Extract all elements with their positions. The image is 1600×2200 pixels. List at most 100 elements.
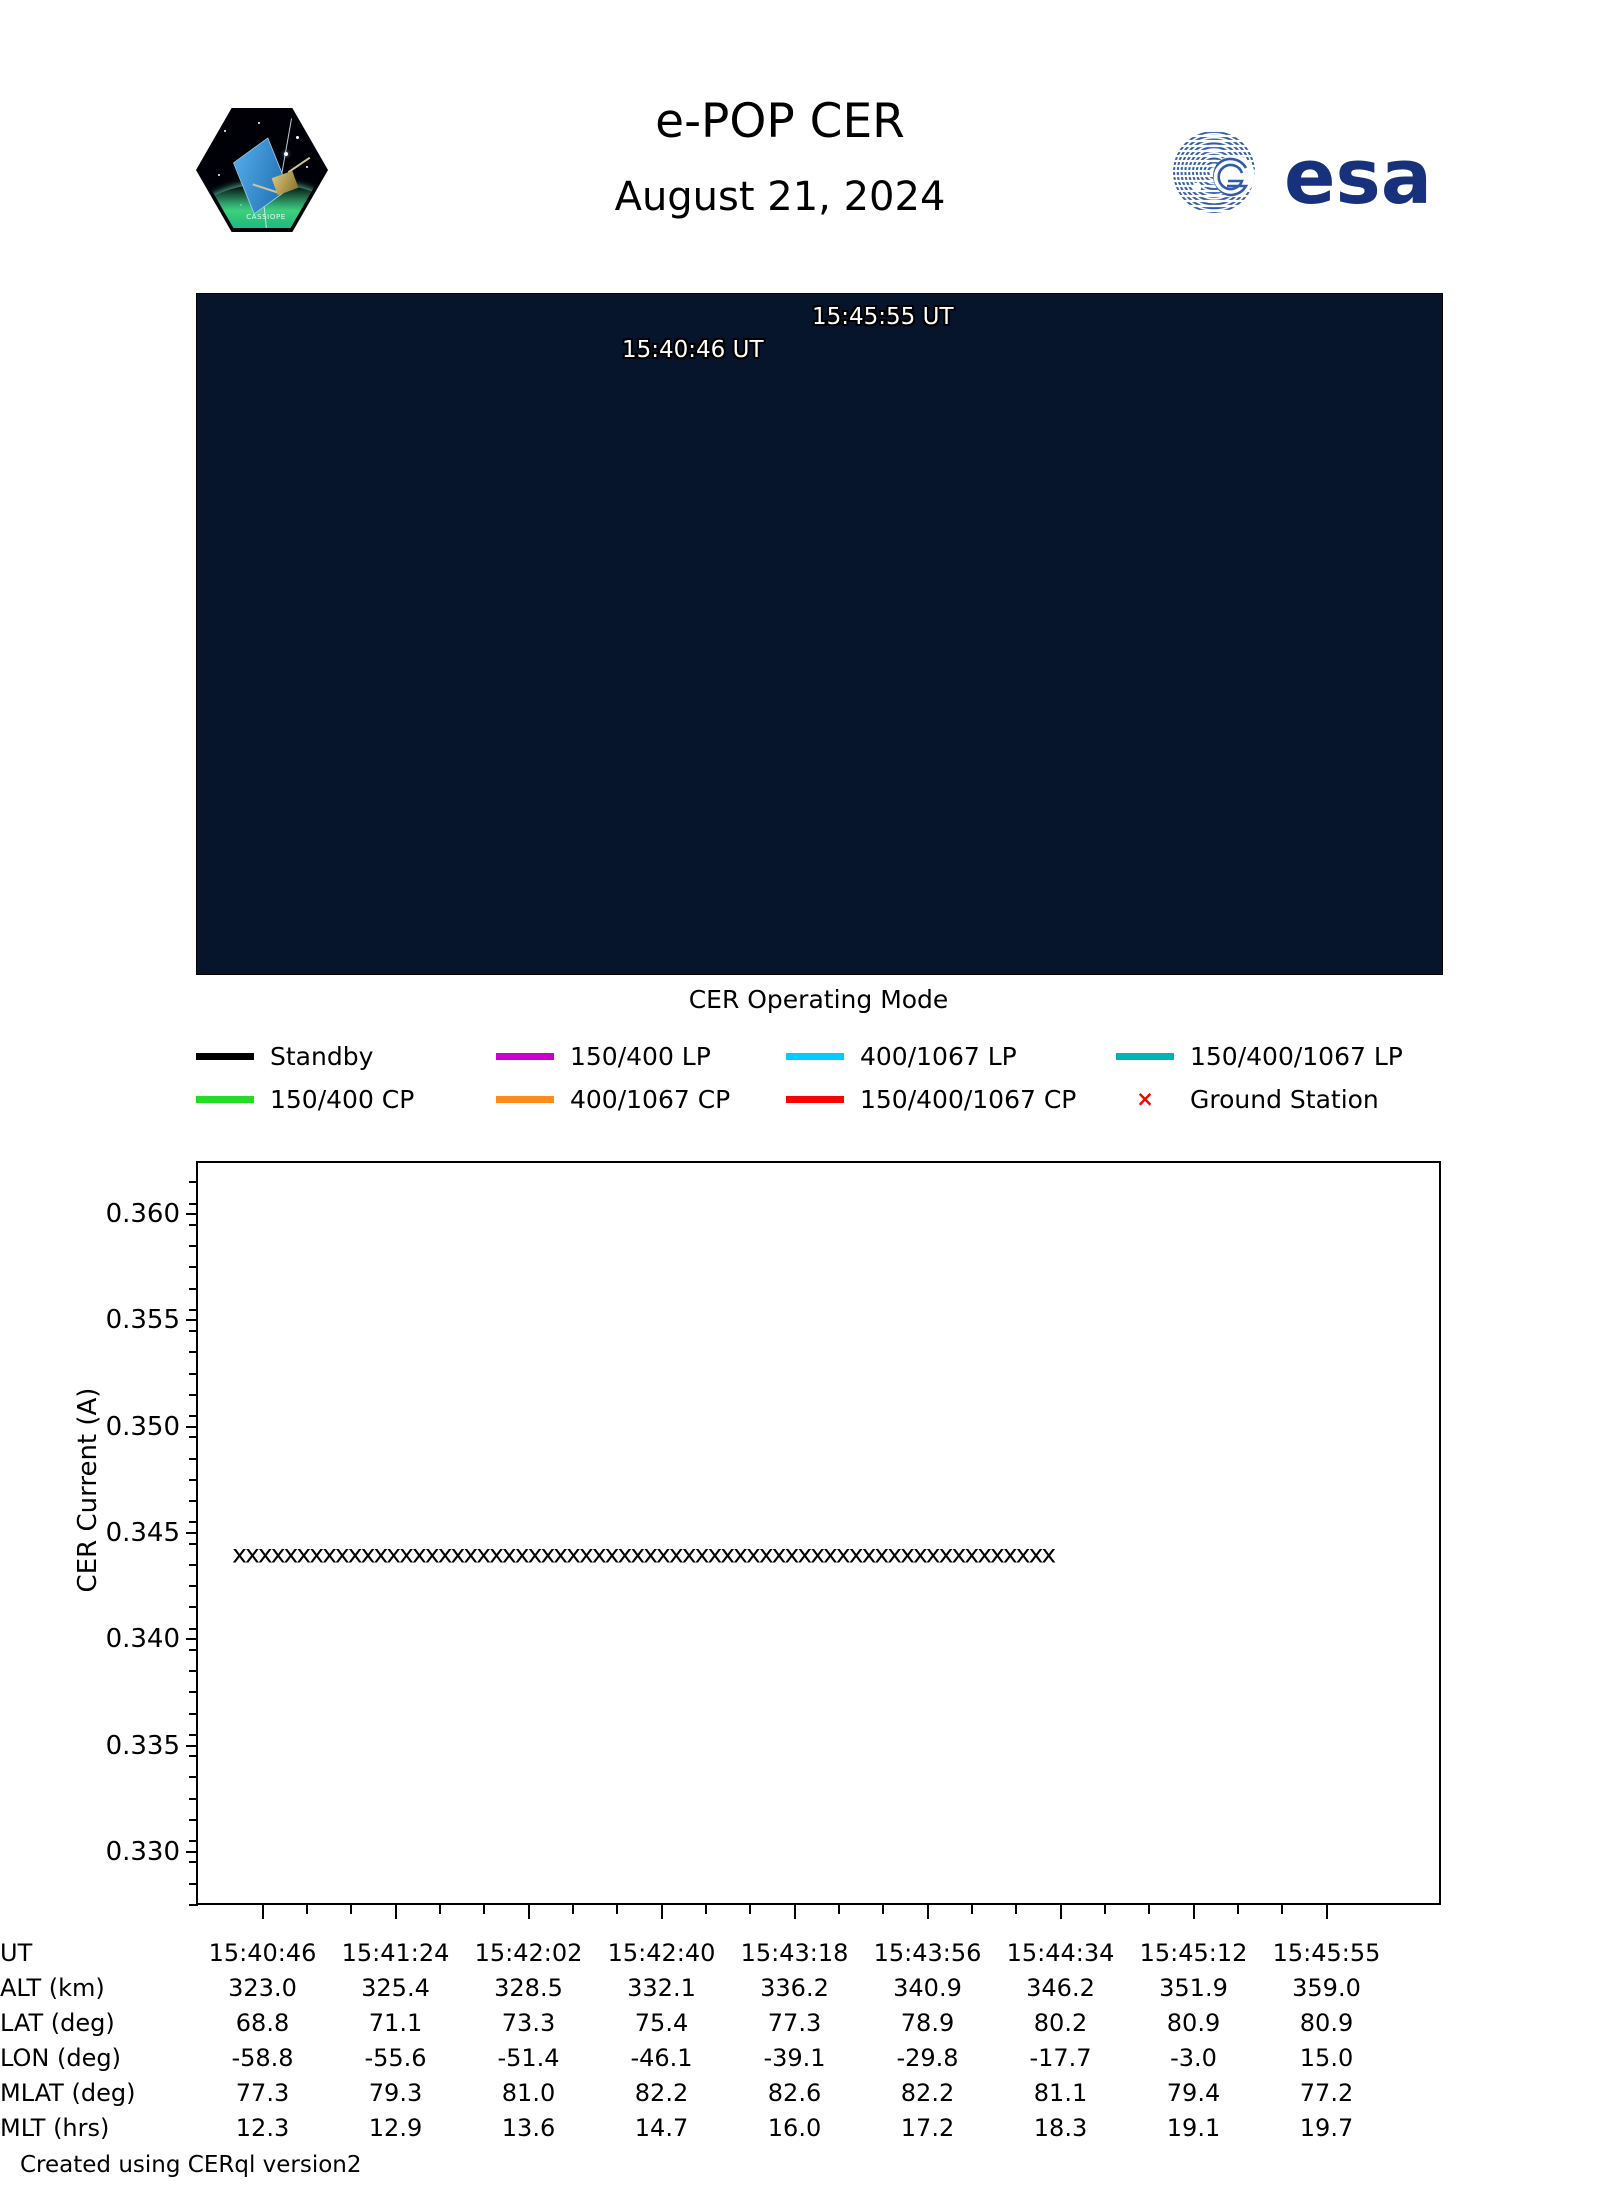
logo-hex-frame: CASSIOPE bbox=[196, 108, 328, 232]
ephemeris-cell: 359.0 bbox=[1292, 1973, 1361, 2002]
chart-y-minor-tick bbox=[189, 1521, 198, 1524]
ephemeris-cell: 80.9 bbox=[1299, 2008, 1354, 2037]
ephemeris-cell: 323.0 bbox=[228, 1973, 297, 2002]
chart-y-minor-tick bbox=[189, 1223, 198, 1226]
chart-x-minor-tick bbox=[1236, 1905, 1239, 1914]
legend-color-swatch bbox=[1116, 1053, 1174, 1060]
ephemeris-cell: 15:42:02 bbox=[474, 1938, 583, 1967]
ephemeris-cell: 12.9 bbox=[368, 2113, 423, 2142]
chart-plot-area[interactable] bbox=[196, 1161, 1441, 1905]
ephemeris-cell: 79.4 bbox=[1166, 2078, 1221, 2107]
legend-item[interactable]: × Ground Station bbox=[1116, 1078, 1441, 1121]
ephemeris-cell: -39.1 bbox=[763, 2043, 826, 2072]
chart-x-tick bbox=[261, 1905, 264, 1919]
chart-y-minor-tick bbox=[189, 1627, 198, 1630]
ephemeris-row: ALT (km) 323.0 325.4 328.5 332.1 336.2 340.9 34… bbox=[0, 1970, 1393, 2005]
ephemeris-cell: 14.7 bbox=[634, 2113, 689, 2142]
chart-y-minor-tick bbox=[189, 1500, 198, 1503]
ephemeris-cell: 336.2 bbox=[760, 1973, 829, 2002]
chart-y-minor-tick bbox=[189, 1436, 198, 1439]
logo-caption: CASSIOPE bbox=[246, 213, 286, 221]
legend-item[interactable]: 150/400/1067 CP bbox=[786, 1078, 1116, 1121]
legend-item[interactable]: 150/400 CP bbox=[196, 1078, 496, 1121]
chart-x-minor-tick bbox=[305, 1905, 308, 1914]
chart-y-minor-tick bbox=[189, 1882, 198, 1885]
chart-x-minor-tick bbox=[704, 1905, 707, 1914]
ephemeris-cell: -51.4 bbox=[497, 2043, 560, 2072]
legend: Standby 150/400 LP 400/1067 LP 150/400/1067… bbox=[196, 1035, 1441, 1121]
chart-y-tick bbox=[186, 1425, 198, 1428]
ephemeris-cell: 77.3 bbox=[767, 2008, 822, 2037]
chart-y-minor-tick bbox=[189, 1840, 198, 1843]
chart-x-minor-tick bbox=[749, 1905, 752, 1914]
chart-y-minor-tick bbox=[189, 1181, 198, 1184]
ephemeris-cell: 82.6 bbox=[767, 2078, 822, 2107]
chart-x-minor-tick bbox=[882, 1905, 885, 1914]
ephemeris-cell: 13.6 bbox=[501, 2113, 556, 2142]
ephemeris-cell: 73.3 bbox=[501, 2008, 556, 2037]
chart-x-minor-tick bbox=[1015, 1905, 1018, 1914]
chart-x-minor-tick bbox=[1281, 1905, 1284, 1914]
cassiope-mission-logo: CASSIOPE bbox=[196, 108, 328, 232]
ephemeris-cell: 82.2 bbox=[634, 2078, 689, 2107]
chart-y-tick bbox=[186, 1213, 198, 1216]
esa-globe-icon bbox=[1173, 131, 1255, 213]
chart-y-tick-label: 0.330 bbox=[105, 1836, 180, 1867]
star-icon bbox=[258, 122, 260, 124]
chart-y-tick bbox=[186, 1319, 198, 1322]
chart-y-minor-tick bbox=[189, 1648, 198, 1651]
chart-y-minor-tick bbox=[189, 1542, 198, 1545]
ephemeris-row-label: ALT (km) bbox=[0, 1973, 105, 2002]
chart-y-tick-label: 0.355 bbox=[105, 1305, 180, 1336]
ephemeris-cell: 18.3 bbox=[1033, 2113, 1088, 2142]
header: CASSIOPE e-POP CER August 21, 2024 bbox=[0, 0, 1600, 270]
esa-agency-logo: esa bbox=[1172, 130, 1462, 221]
map-caption-operating-mode: CER Operating Mode bbox=[688, 985, 949, 1014]
ephemeris-cell: 78.9 bbox=[900, 2008, 955, 2037]
ephemeris-cell: 15:43:18 bbox=[740, 1938, 849, 1967]
ephemeris-row-label: LON (deg) bbox=[0, 2043, 121, 2072]
chart-y-minor-tick bbox=[189, 1563, 198, 1566]
legend-item[interactable]: 400/1067 CP bbox=[496, 1078, 786, 1121]
chart-y-tick-label: 0.340 bbox=[105, 1624, 180, 1655]
legend-item[interactable]: 150/400/1067 LP bbox=[1116, 1035, 1441, 1078]
ephemeris-cell: 346.2 bbox=[1026, 1973, 1095, 2002]
chart-y-minor-tick bbox=[189, 1202, 198, 1205]
ephemeris-cell: 15.0 bbox=[1299, 2043, 1354, 2072]
ephemeris-cell: 332.1 bbox=[627, 1973, 696, 2002]
ephemeris-cell: 15:45:12 bbox=[1139, 1938, 1248, 1967]
satellite-antenna-icon bbox=[280, 118, 293, 176]
ephemeris-cell: 17.2 bbox=[900, 2113, 955, 2142]
chart-y-minor-tick bbox=[189, 1330, 198, 1333]
track-start-time-label: 15:40:46 UT bbox=[622, 337, 764, 363]
ephemeris-row: LON (deg) -58.8 -55.6 -51.4 -46.1 -39.1 -29.8 -… bbox=[0, 2040, 1393, 2075]
legend-color-swatch bbox=[496, 1096, 554, 1103]
title-block: e-POP CER August 21, 2024 bbox=[420, 98, 1140, 217]
legend-row: 150/400 CP 400/1067 CP 150/400/1067 CP × Gro… bbox=[196, 1078, 1441, 1121]
chart-x-tick bbox=[394, 1905, 397, 1919]
chart-y-minor-tick bbox=[189, 1670, 198, 1673]
ephemeris-cell: 16.0 bbox=[767, 2113, 822, 2142]
chart-y-minor-tick bbox=[189, 1245, 198, 1248]
chart-x-tick bbox=[1325, 1905, 1328, 1919]
chart-y-minor-tick bbox=[189, 1478, 198, 1481]
chart-y-minor-tick bbox=[189, 1372, 198, 1375]
chart-y-minor-tick bbox=[189, 1585, 198, 1588]
legend-item[interactable]: Standby bbox=[196, 1035, 496, 1078]
world-map-panel[interactable]: 15:40:46 UT 15:45:55 UT bbox=[196, 293, 1443, 975]
ephemeris-cell: -17.7 bbox=[1029, 2043, 1092, 2072]
ephemeris-row-label: MLAT (deg) bbox=[0, 2078, 136, 2107]
chart-x-minor-tick bbox=[970, 1905, 973, 1914]
ephemeris-cell: 80.2 bbox=[1033, 2008, 1088, 2037]
chart-x-minor-tick bbox=[837, 1905, 840, 1914]
chart-y-minor-tick bbox=[189, 1351, 198, 1354]
legend-item[interactable]: 150/400 LP bbox=[496, 1035, 786, 1078]
track-end-time-label: 15:45:55 UT bbox=[812, 304, 954, 330]
chart-y-tick-label: 0.345 bbox=[105, 1518, 180, 1548]
ephemeris-cell: 351.9 bbox=[1159, 1973, 1228, 2002]
chart-y-minor-tick bbox=[189, 1861, 198, 1864]
legend-item[interactable]: 400/1067 LP bbox=[786, 1035, 1116, 1078]
chart-x-minor-tick bbox=[571, 1905, 574, 1914]
legend-color-swatch bbox=[196, 1096, 254, 1103]
ephemeris-cell: 15:42:40 bbox=[607, 1938, 716, 1967]
